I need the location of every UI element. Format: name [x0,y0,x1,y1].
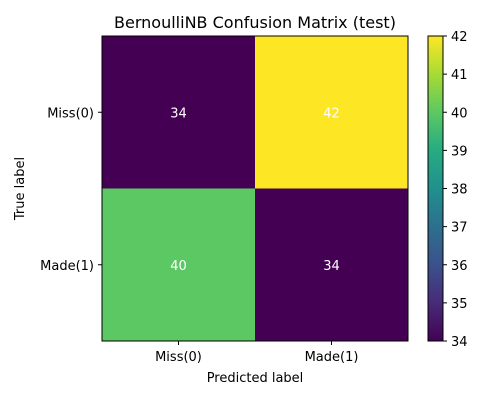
cell-value-label-r1-c0: 40 [170,259,187,274]
colorbar-ticks: 34 35 36 37 38 39 40 41 42 [443,30,468,350]
colorbar-tick-label-6: 40 [451,106,468,121]
colorbar-tick-label-3: 37 [451,221,468,236]
x-axis-ticks: Miss(0) Made(1) [155,341,358,365]
chart-title: BernoulliNB Confusion Matrix (test) [114,13,396,32]
x-axis-label: Predicted label [207,371,304,386]
y-axis-ticks: Miss(0) Made(1) [40,106,102,274]
cell-value-label-r0-c0: 34 [170,106,187,121]
x-tick-label-1: Made(1) [305,350,359,365]
colorbar-tick-label-1: 35 [451,297,468,312]
colorbar-tick-label-5: 39 [451,144,468,159]
heatmap-cell-r0-c0 [102,36,256,189]
colorbar [427,35,444,342]
heatmap-cell-r0-c1 [255,36,409,189]
colorbar-tick-label-2: 36 [451,259,468,274]
colorbar-tick-label-7: 41 [451,68,468,83]
heatmap-cell-r1-c0 [102,188,256,342]
plot-frame [101,35,409,342]
heatmap-cell-labels: 34 42 40 34 [170,106,340,274]
y-tick-label-0: Miss(0) [47,106,94,121]
colorbar-tick-label-8: 42 [451,30,468,45]
cell-value-label-r0-c1: 42 [323,106,340,121]
x-tick-label-0: Miss(0) [155,350,202,365]
y-tick-label-1: Made(1) [40,259,94,274]
cell-value-label-r1-c1: 34 [323,259,340,274]
y-axis-label: True label [13,157,28,221]
colorbar-tick-label-4: 38 [451,183,468,198]
heatmap-cells [102,36,409,342]
heatmap-cell-r1-c1 [255,188,409,342]
colorbar-tick-label-0: 34 [451,335,468,350]
